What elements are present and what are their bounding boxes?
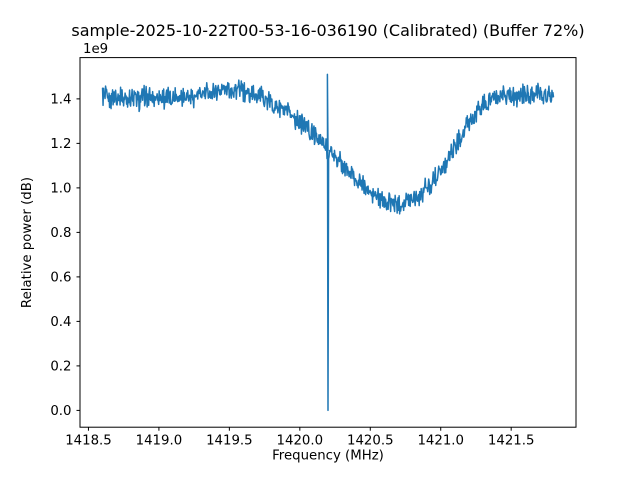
y-axis-offset-text: 1e9 bbox=[83, 42, 108, 57]
y-axis-tick-label: 0.2 bbox=[50, 360, 71, 375]
x-axis-tick-label: 1421.5 bbox=[488, 434, 535, 449]
spectrum-data-line bbox=[101, 73, 555, 412]
x-axis-tick-label: 1421.0 bbox=[417, 434, 464, 449]
x-axis-tick-label: 1420.0 bbox=[277, 434, 324, 449]
ticks-layer: 1418.5 1419.0 1419.5 1420.0 1420.5 1421.0 1421… bbox=[50, 93, 534, 449]
x-axis-tick-label: 1419.0 bbox=[136, 434, 183, 449]
plot-area bbox=[79, 57, 577, 428]
data-line-layer bbox=[101, 73, 555, 412]
y-axis-tick-label: 0.6 bbox=[50, 271, 71, 286]
y-axis-tick-label: 1.4 bbox=[50, 93, 71, 108]
chart-title: sample-2025-10-22T00-53-16-036190 (Calib… bbox=[71, 21, 584, 40]
y-axis-tick-label: 0.8 bbox=[50, 226, 71, 241]
y-axis-tick-label: 0.0 bbox=[50, 404, 71, 419]
x-axis-tick-label: 1419.5 bbox=[206, 434, 253, 449]
y-axis-tick-label: 1.2 bbox=[50, 137, 71, 152]
x-axis-label: Frequency (MHz) bbox=[272, 449, 384, 464]
y-axis-tick-label: 0.4 bbox=[50, 315, 71, 330]
y-axis-label: Relative power (dB) bbox=[20, 177, 35, 308]
x-axis-tick-label: 1420.5 bbox=[347, 434, 394, 449]
x-axis-tick-label: 1418.5 bbox=[65, 434, 112, 449]
y-axis-tick-label: 1.0 bbox=[50, 182, 71, 197]
